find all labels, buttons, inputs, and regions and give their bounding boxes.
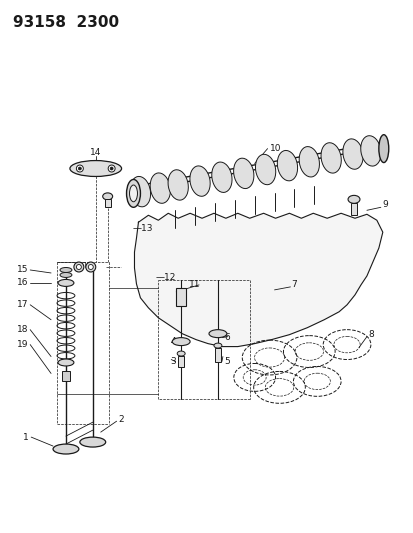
- Text: 16: 16: [17, 278, 28, 287]
- Text: 2: 2: [118, 415, 124, 424]
- Ellipse shape: [190, 166, 210, 196]
- Text: 10: 10: [269, 144, 280, 153]
- Text: 17: 17: [17, 300, 28, 309]
- Text: 9: 9: [382, 200, 388, 209]
- Ellipse shape: [214, 343, 221, 348]
- Text: —12: —12: [155, 273, 175, 282]
- Ellipse shape: [347, 196, 359, 203]
- Text: 18: 18: [17, 325, 28, 334]
- Ellipse shape: [110, 167, 113, 170]
- Text: 8: 8: [367, 330, 373, 339]
- Ellipse shape: [342, 139, 362, 169]
- Ellipse shape: [233, 158, 253, 189]
- Ellipse shape: [209, 330, 226, 337]
- Text: —13: —13: [132, 224, 153, 233]
- Ellipse shape: [299, 147, 319, 177]
- Ellipse shape: [126, 180, 140, 207]
- Ellipse shape: [172, 337, 190, 345]
- Text: 6: 6: [223, 333, 229, 342]
- Ellipse shape: [60, 268, 72, 272]
- Bar: [350, 203, 356, 215]
- Ellipse shape: [53, 444, 78, 454]
- Ellipse shape: [58, 359, 74, 366]
- Text: 7: 7: [291, 280, 297, 289]
- Bar: [176, 288, 186, 306]
- Ellipse shape: [211, 162, 231, 192]
- Text: 1: 1: [22, 433, 28, 442]
- Ellipse shape: [85, 262, 95, 272]
- Ellipse shape: [129, 185, 137, 201]
- Ellipse shape: [78, 167, 81, 170]
- Text: 15: 15: [17, 265, 28, 274]
- Ellipse shape: [360, 136, 380, 166]
- Text: 93158  2300: 93158 2300: [13, 15, 119, 30]
- Ellipse shape: [60, 272, 72, 278]
- Ellipse shape: [320, 143, 340, 173]
- Ellipse shape: [150, 173, 170, 203]
- Ellipse shape: [277, 150, 297, 181]
- Ellipse shape: [130, 176, 150, 207]
- Ellipse shape: [168, 170, 188, 200]
- Ellipse shape: [80, 437, 105, 447]
- Ellipse shape: [76, 165, 83, 172]
- Ellipse shape: [74, 262, 83, 272]
- Ellipse shape: [378, 135, 388, 163]
- Ellipse shape: [76, 264, 81, 270]
- Ellipse shape: [88, 264, 93, 270]
- Ellipse shape: [108, 165, 115, 172]
- Ellipse shape: [70, 160, 121, 176]
- Text: 4: 4: [170, 337, 176, 346]
- Ellipse shape: [58, 279, 74, 286]
- Bar: [62, 372, 70, 382]
- Bar: [178, 356, 184, 367]
- Ellipse shape: [255, 155, 275, 185]
- Bar: [104, 199, 110, 207]
- Text: 19: 19: [17, 340, 28, 349]
- Text: 14: 14: [90, 148, 101, 157]
- Bar: [214, 348, 221, 361]
- Text: 11: 11: [188, 280, 199, 289]
- Text: 5: 5: [223, 357, 229, 366]
- Ellipse shape: [177, 351, 185, 356]
- Ellipse shape: [102, 193, 112, 200]
- Polygon shape: [134, 213, 382, 346]
- Text: 3: 3: [170, 357, 176, 366]
